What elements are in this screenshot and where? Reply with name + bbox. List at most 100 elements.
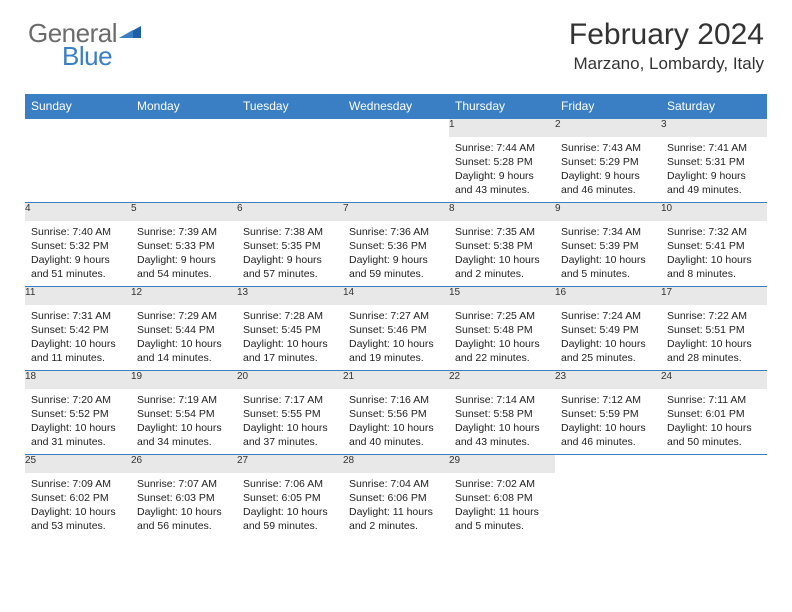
day-details: Sunrise: 7:09 AMSunset: 6:02 PMDaylight:… [25, 473, 131, 536]
day-details: Sunrise: 7:40 AMSunset: 5:32 PMDaylight:… [25, 221, 131, 284]
day-details: Sunrise: 7:14 AMSunset: 5:58 PMDaylight:… [449, 389, 555, 452]
day-cell: Sunrise: 7:22 AMSunset: 5:51 PMDaylight:… [661, 305, 767, 371]
day-number: 13 [237, 287, 343, 305]
day-details: Sunrise: 7:35 AMSunset: 5:38 PMDaylight:… [449, 221, 555, 284]
day-body-row: Sunrise: 7:09 AMSunset: 6:02 PMDaylight:… [25, 473, 767, 539]
day-cell: Sunrise: 7:20 AMSunset: 5:52 PMDaylight:… [25, 389, 131, 455]
day-details: Sunrise: 7:11 AMSunset: 6:01 PMDaylight:… [661, 389, 767, 452]
day-cell: Sunrise: 7:43 AMSunset: 5:29 PMDaylight:… [555, 137, 661, 203]
day-details: Sunrise: 7:24 AMSunset: 5:49 PMDaylight:… [555, 305, 661, 368]
empty-daynum [343, 119, 449, 137]
day-cell: Sunrise: 7:34 AMSunset: 5:39 PMDaylight:… [555, 221, 661, 287]
day-details: Sunrise: 7:17 AMSunset: 5:55 PMDaylight:… [237, 389, 343, 452]
day-number: 14 [343, 287, 449, 305]
day-number: 28 [343, 455, 449, 473]
day-details: Sunrise: 7:34 AMSunset: 5:39 PMDaylight:… [555, 221, 661, 284]
day-cell: Sunrise: 7:28 AMSunset: 5:45 PMDaylight:… [237, 305, 343, 371]
location: Marzano, Lombardy, Italy [569, 54, 764, 74]
day-number: 19 [131, 371, 237, 389]
day-details: Sunrise: 7:20 AMSunset: 5:52 PMDaylight:… [25, 389, 131, 452]
weekday-header-row: Sunday Monday Tuesday Wednesday Thursday… [25, 94, 767, 119]
day-details: Sunrise: 7:28 AMSunset: 5:45 PMDaylight:… [237, 305, 343, 368]
day-number: 12 [131, 287, 237, 305]
weekday-header: Saturday [661, 94, 767, 119]
day-details: Sunrise: 7:19 AMSunset: 5:54 PMDaylight:… [131, 389, 237, 452]
day-details: Sunrise: 7:22 AMSunset: 5:51 PMDaylight:… [661, 305, 767, 368]
day-number: 20 [237, 371, 343, 389]
empty-day [237, 137, 343, 203]
day-details: Sunrise: 7:06 AMSunset: 6:05 PMDaylight:… [237, 473, 343, 536]
day-cell: Sunrise: 7:25 AMSunset: 5:48 PMDaylight:… [449, 305, 555, 371]
day-number: 8 [449, 203, 555, 221]
day-body-row: Sunrise: 7:31 AMSunset: 5:42 PMDaylight:… [25, 305, 767, 371]
day-cell: Sunrise: 7:14 AMSunset: 5:58 PMDaylight:… [449, 389, 555, 455]
calendar-body: 123Sunrise: 7:44 AMSunset: 5:28 PMDaylig… [25, 119, 767, 539]
day-number: 26 [131, 455, 237, 473]
empty-day [25, 137, 131, 203]
month-title: February 2024 [569, 18, 764, 52]
day-cell: Sunrise: 7:07 AMSunset: 6:03 PMDaylight:… [131, 473, 237, 539]
day-number: 6 [237, 203, 343, 221]
day-cell: Sunrise: 7:39 AMSunset: 5:33 PMDaylight:… [131, 221, 237, 287]
weekday-header: Sunday [25, 94, 131, 119]
day-details: Sunrise: 7:44 AMSunset: 5:28 PMDaylight:… [449, 137, 555, 200]
day-details: Sunrise: 7:12 AMSunset: 5:59 PMDaylight:… [555, 389, 661, 452]
day-details: Sunrise: 7:27 AMSunset: 5:46 PMDaylight:… [343, 305, 449, 368]
day-details: Sunrise: 7:25 AMSunset: 5:48 PMDaylight:… [449, 305, 555, 368]
weekday-header: Wednesday [343, 94, 449, 119]
day-number: 25 [25, 455, 131, 473]
day-cell: Sunrise: 7:19 AMSunset: 5:54 PMDaylight:… [131, 389, 237, 455]
day-body-row: Sunrise: 7:20 AMSunset: 5:52 PMDaylight:… [25, 389, 767, 455]
weekday-header: Friday [555, 94, 661, 119]
day-details: Sunrise: 7:43 AMSunset: 5:29 PMDaylight:… [555, 137, 661, 200]
day-number: 22 [449, 371, 555, 389]
day-cell: Sunrise: 7:12 AMSunset: 5:59 PMDaylight:… [555, 389, 661, 455]
day-details: Sunrise: 7:29 AMSunset: 5:44 PMDaylight:… [131, 305, 237, 368]
calendar-table: Sunday Monday Tuesday Wednesday Thursday… [25, 94, 767, 539]
brand-triangle-icon [119, 18, 141, 49]
daynum-row: 18192021222324 [25, 371, 767, 389]
day-cell: Sunrise: 7:31 AMSunset: 5:42 PMDaylight:… [25, 305, 131, 371]
weekday-header: Thursday [449, 94, 555, 119]
empty-daynum [131, 119, 237, 137]
weekday-header: Monday [131, 94, 237, 119]
empty-daynum [25, 119, 131, 137]
day-details: Sunrise: 7:36 AMSunset: 5:36 PMDaylight:… [343, 221, 449, 284]
daynum-row: 45678910 [25, 203, 767, 221]
empty-day [131, 137, 237, 203]
day-number: 1 [449, 119, 555, 137]
empty-day [661, 473, 767, 539]
day-body-row: Sunrise: 7:40 AMSunset: 5:32 PMDaylight:… [25, 221, 767, 287]
day-number: 7 [343, 203, 449, 221]
day-number: 24 [661, 371, 767, 389]
day-cell: Sunrise: 7:40 AMSunset: 5:32 PMDaylight:… [25, 221, 131, 287]
day-number: 27 [237, 455, 343, 473]
day-details: Sunrise: 7:39 AMSunset: 5:33 PMDaylight:… [131, 221, 237, 284]
empty-daynum [555, 455, 661, 473]
brand-logo: GeneralBlue [28, 18, 141, 80]
day-cell: Sunrise: 7:04 AMSunset: 6:06 PMDaylight:… [343, 473, 449, 539]
daynum-row: 11121314151617 [25, 287, 767, 305]
day-number: 3 [661, 119, 767, 137]
day-number: 29 [449, 455, 555, 473]
day-cell: Sunrise: 7:11 AMSunset: 6:01 PMDaylight:… [661, 389, 767, 455]
day-cell: Sunrise: 7:35 AMSunset: 5:38 PMDaylight:… [449, 221, 555, 287]
day-number: 15 [449, 287, 555, 305]
day-cell: Sunrise: 7:24 AMSunset: 5:49 PMDaylight:… [555, 305, 661, 371]
day-body-row: Sunrise: 7:44 AMSunset: 5:28 PMDaylight:… [25, 137, 767, 203]
day-details: Sunrise: 7:04 AMSunset: 6:06 PMDaylight:… [343, 473, 449, 536]
day-cell: Sunrise: 7:36 AMSunset: 5:36 PMDaylight:… [343, 221, 449, 287]
day-details: Sunrise: 7:16 AMSunset: 5:56 PMDaylight:… [343, 389, 449, 452]
day-details: Sunrise: 7:38 AMSunset: 5:35 PMDaylight:… [237, 221, 343, 284]
brand-part2: Blue [62, 41, 112, 71]
daynum-row: 123 [25, 119, 767, 137]
day-details: Sunrise: 7:31 AMSunset: 5:42 PMDaylight:… [25, 305, 131, 368]
day-cell: Sunrise: 7:02 AMSunset: 6:08 PMDaylight:… [449, 473, 555, 539]
day-details: Sunrise: 7:02 AMSunset: 6:08 PMDaylight:… [449, 473, 555, 536]
day-cell: Sunrise: 7:41 AMSunset: 5:31 PMDaylight:… [661, 137, 767, 203]
day-number: 16 [555, 287, 661, 305]
day-cell: Sunrise: 7:29 AMSunset: 5:44 PMDaylight:… [131, 305, 237, 371]
empty-day [555, 473, 661, 539]
day-number: 21 [343, 371, 449, 389]
weekday-header: Tuesday [237, 94, 343, 119]
